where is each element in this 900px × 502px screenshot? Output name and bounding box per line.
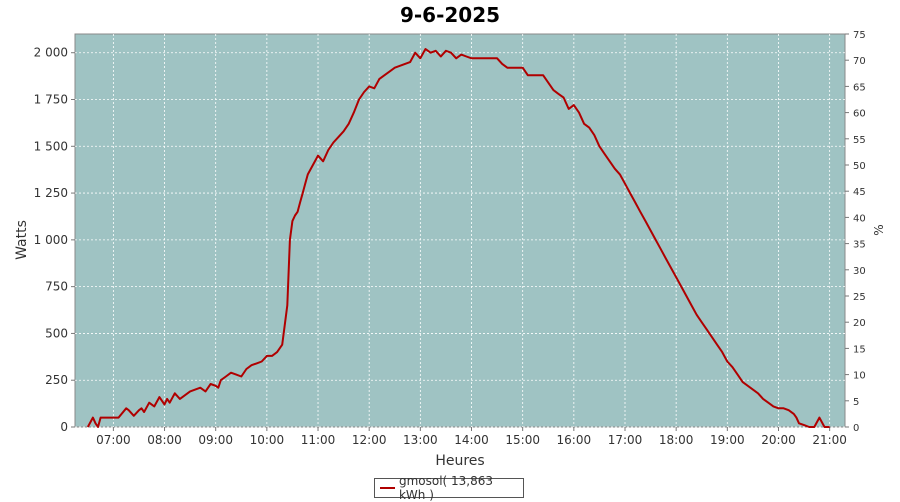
y2-tick-label: 60 bbox=[853, 109, 866, 120]
y2-tick-label: 55 bbox=[853, 135, 866, 146]
y2-tick-label: 50 bbox=[853, 161, 866, 172]
y-tick-label: 250 bbox=[45, 373, 68, 387]
x-axis: 07:00 08:00 09:00 10:00 11:00 12:00 13:00 14:00… bbox=[96, 427, 847, 447]
y-tick-label: 1 750 bbox=[34, 93, 68, 107]
x-tick-label: 15:00 bbox=[505, 433, 540, 447]
x-tick-label: 10:00 bbox=[250, 433, 285, 447]
x-tick-label: 08:00 bbox=[147, 433, 182, 447]
y2-tick-label: 70 bbox=[853, 56, 866, 67]
x-tick-label: 17:00 bbox=[608, 433, 643, 447]
y2-tick-label: 75 bbox=[853, 30, 866, 41]
y-tick-label: 500 bbox=[45, 326, 68, 340]
y2-tick-label: 10 bbox=[853, 371, 866, 382]
y2-tick-label: 30 bbox=[853, 266, 866, 277]
y2-tick-label: 65 bbox=[853, 82, 866, 93]
plot-area bbox=[74, 33, 846, 428]
x-tick-label: 07:00 bbox=[96, 433, 131, 447]
y-tick-label: 1 250 bbox=[34, 186, 68, 200]
x-tick-label: 19:00 bbox=[710, 433, 745, 447]
y2-tick-label: 40 bbox=[853, 213, 866, 224]
x-tick-label: 11:00 bbox=[301, 433, 336, 447]
y2-tick-label: 25 bbox=[853, 292, 866, 303]
y-tick-label: 1 000 bbox=[34, 233, 68, 247]
x-tick-label: 14:00 bbox=[454, 433, 489, 447]
legend-label: gmosol( 13,863 kWh ) bbox=[398, 474, 494, 502]
y2-tick-label: 20 bbox=[853, 318, 866, 329]
y-axis-label: Watts bbox=[14, 220, 30, 260]
y2-axis-label: % bbox=[872, 224, 886, 235]
y2-tick-label: 15 bbox=[853, 344, 866, 355]
y-tick-label: 750 bbox=[45, 280, 68, 294]
y-axis-right: 0 5 10 15 20 25 30 35 40 45 50 55 60 65 70 75 bbox=[845, 30, 866, 434]
legend: gmosol( 13,863 kWh ) bbox=[374, 474, 524, 502]
legend-swatch bbox=[380, 487, 395, 489]
y2-tick-label: 45 bbox=[853, 187, 866, 198]
y2-tick-label: 5 bbox=[853, 397, 859, 408]
grid-lines bbox=[75, 34, 845, 428]
x-tick-label: 18:00 bbox=[659, 433, 694, 447]
y2-tick-label: 0 bbox=[853, 423, 859, 434]
x-tick-label: 12:00 bbox=[352, 433, 387, 447]
series-layer bbox=[86, 48, 830, 428]
x-tick-label: 20:00 bbox=[761, 433, 796, 447]
y-tick-label: 1 500 bbox=[34, 139, 68, 153]
x-axis-label: Heures bbox=[435, 453, 484, 469]
series-line bbox=[86, 48, 830, 428]
x-tick-label: 21:00 bbox=[812, 433, 847, 447]
y2-tick-label: 35 bbox=[853, 240, 866, 251]
y-tick-label: 2 000 bbox=[34, 46, 68, 60]
x-tick-label: 16:00 bbox=[557, 433, 592, 447]
x-tick-label: 09:00 bbox=[198, 433, 233, 447]
chart-title: 9-6-2025 bbox=[400, 3, 500, 27]
y-tick-label: 0 bbox=[60, 420, 68, 434]
x-tick-label: 13:00 bbox=[403, 433, 438, 447]
y-axis-left: 0 250 500 750 1 000 1 250 1 500 1 750 2 000 bbox=[34, 46, 75, 434]
